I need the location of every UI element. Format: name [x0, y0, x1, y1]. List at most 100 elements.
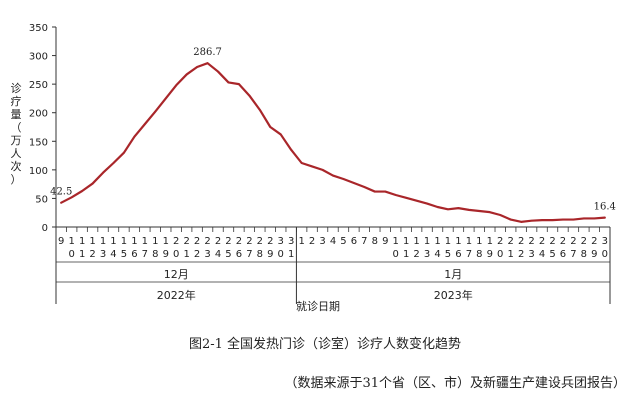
- data-point: [342, 178, 345, 180]
- x-tick-label: 2: [225, 236, 231, 247]
- data-point: [572, 218, 575, 221]
- data-point: [405, 197, 407, 199]
- x-tick-label: 0: [278, 249, 284, 260]
- x-tick-label: 2: [89, 249, 95, 260]
- data-point: [541, 219, 543, 221]
- x-tick-label: 8: [372, 236, 378, 247]
- x-tick-label: 7: [361, 236, 367, 247]
- x-tick-label: 1: [121, 236, 127, 247]
- data-point: [248, 94, 251, 97]
- x-tick-label: 5: [225, 249, 231, 260]
- x-tick-label: 8: [152, 249, 158, 260]
- x-tick-label: 7: [246, 249, 252, 260]
- x-tick-label: 1: [79, 249, 85, 260]
- data-point: [60, 201, 63, 204]
- data-point: [279, 133, 282, 136]
- y-tick-label: 100: [29, 166, 48, 177]
- x-tick-label: 2: [194, 249, 200, 260]
- data-point: [290, 149, 292, 151]
- x-tick-label: 9: [163, 249, 169, 260]
- data-point: [509, 218, 512, 221]
- x-tick-label: 2: [267, 236, 273, 247]
- x-tick-label: 3: [288, 236, 294, 247]
- data-point: [300, 162, 303, 164]
- x-tick-label: 2: [309, 236, 315, 247]
- x-tick-label: 1: [413, 236, 419, 247]
- x-tick-label: 2: [508, 236, 514, 247]
- x-tick-label: 0: [497, 249, 503, 260]
- y-tick-label: 150: [29, 137, 48, 148]
- x-tick-label: 1: [424, 236, 430, 247]
- data-point: [478, 210, 481, 212]
- y-tick-label: 300: [29, 52, 48, 63]
- data-point: [81, 190, 83, 192]
- data-point: [426, 202, 428, 205]
- data-point: [468, 209, 470, 211]
- y-axis-label-char: ）: [10, 173, 22, 186]
- data-point: [384, 190, 387, 193]
- data-point: [499, 214, 502, 216]
- x-tick-label: 2: [236, 236, 242, 247]
- x-tick-label: 2: [549, 236, 555, 247]
- x-tick-label: 3: [602, 236, 608, 247]
- x-tick-label: 8: [476, 249, 482, 260]
- data-point: [593, 217, 596, 220]
- x-tick-label: 3: [100, 249, 106, 260]
- data-point: [457, 207, 460, 209]
- x-tick-label: 1: [288, 249, 294, 260]
- x-tick-label: 4: [110, 249, 116, 260]
- data-point: [520, 221, 522, 223]
- data-point: [112, 162, 115, 164]
- x-tick-label: 1: [89, 236, 95, 247]
- data-point: [353, 182, 355, 184]
- data-point: [332, 174, 334, 177]
- x-tick-label: 9: [591, 249, 597, 260]
- y-axis-label: 诊疗量（万人次）: [8, 82, 24, 186]
- data-point: [363, 186, 366, 188]
- x-tick-label: 0: [173, 249, 179, 260]
- month-label: 1月: [444, 268, 462, 281]
- data-point: [133, 135, 136, 138]
- y-axis-label-char: 诊: [10, 82, 22, 95]
- x-tick-label: 1: [298, 236, 304, 247]
- x-axis-label: 就诊日期: [296, 299, 340, 313]
- x-tick-label: 5: [340, 236, 346, 247]
- x-tick-label: 1: [508, 249, 514, 260]
- x-tick-label: 2: [581, 236, 587, 247]
- x-tick-label: 1: [393, 236, 399, 247]
- x-tick-label: 7: [466, 249, 472, 260]
- data-point: [175, 84, 178, 87]
- x-tick-label: 2: [518, 236, 524, 247]
- series-layer: [60, 62, 606, 223]
- data-point: [185, 73, 188, 76]
- x-tick-label: 5: [549, 249, 555, 260]
- x-tick-label: 8: [581, 249, 587, 260]
- x-tick-label: 7: [142, 249, 148, 260]
- x-tick-label: 6: [131, 249, 137, 260]
- x-tick-label: 4: [434, 249, 440, 260]
- data-point: [488, 211, 491, 213]
- y-axis-label-char: 量: [10, 108, 22, 121]
- y-tick-label: 250: [29, 80, 48, 91]
- y-axis-label-char: 人: [10, 147, 22, 160]
- x-tick-label: 9: [382, 236, 388, 247]
- x-tick-label: 2: [518, 249, 524, 260]
- data-point: [196, 66, 198, 68]
- data-point: [70, 196, 73, 199]
- x-tick-label: 1: [100, 236, 106, 247]
- x-tick-label: 9: [267, 249, 273, 260]
- data-point: [436, 206, 439, 208]
- x-tick-label: 9: [487, 249, 493, 260]
- x-tick-label: 2: [257, 236, 263, 247]
- data-point: [227, 81, 230, 84]
- x-tick-label: 1: [466, 236, 472, 247]
- month-labels: 12月 2022年 1月 2023年: [55, 227, 611, 304]
- x-tick-label: 0: [602, 249, 608, 260]
- data-point: [415, 199, 418, 202]
- x-tick-label: 2: [560, 236, 566, 247]
- x-tick-label: 1: [110, 236, 116, 247]
- x-tick-label: 2: [173, 236, 179, 247]
- x-tick-label: 1: [131, 236, 137, 247]
- data-point: [238, 83, 240, 85]
- y-axis-label-char: 疗: [10, 95, 22, 108]
